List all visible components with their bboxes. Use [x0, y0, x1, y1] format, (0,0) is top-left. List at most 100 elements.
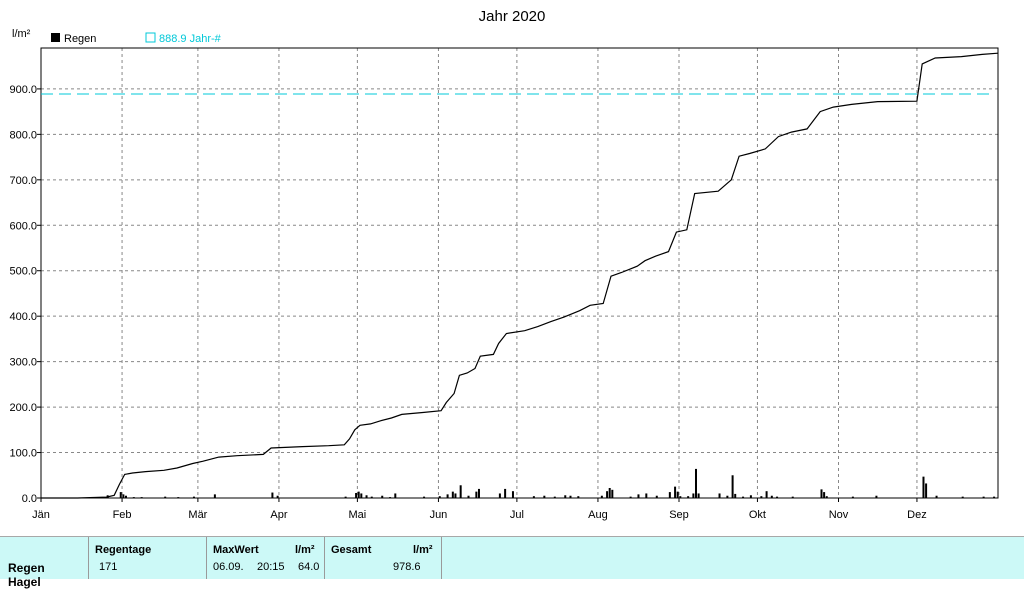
x-tick-label: Dez — [907, 509, 927, 521]
daily-rain-bar — [825, 496, 828, 498]
daily-rain-bar — [389, 497, 392, 498]
daily-rain-bar — [676, 491, 679, 498]
daily-rain-bar — [438, 496, 441, 498]
maxwert-time: 20:15 — [257, 561, 285, 573]
x-tick-label: Jul — [510, 509, 524, 521]
daily-rain-bar — [629, 496, 632, 498]
daily-rain-bar — [718, 493, 721, 498]
daily-rain-bar — [679, 496, 682, 498]
daily-rain-bar — [423, 496, 426, 498]
daily-rain-bar — [357, 491, 360, 498]
daily-rain-bar — [498, 493, 501, 498]
x-tick-label: Okt — [749, 509, 766, 521]
x-tick-label: Jän — [32, 509, 50, 521]
plot-area: 0.0 100.0 200.0 300.0 400.0 500.0 600.0 700.0 80… — [9, 47, 999, 521]
daily-rain-bar — [982, 496, 985, 498]
legend-rain-label: Regen — [64, 33, 96, 45]
x-tick-label: Aug — [588, 509, 608, 521]
daily-rain-bar — [532, 496, 535, 498]
x-tick-label: Mai — [349, 509, 367, 521]
maxwert-unit: l/m² — [295, 544, 315, 556]
y-tick-label: 700.0 — [9, 175, 37, 187]
daily-rain-bar — [454, 493, 457, 498]
daily-rain-bar — [770, 495, 773, 498]
daily-rain-bar — [119, 492, 122, 498]
daily-rain-bar — [776, 496, 779, 498]
maxwert-cell: MaxWert l/m² 06.09. 20:15 64.0 — [206, 537, 324, 579]
daily-rain-bar — [692, 493, 695, 498]
regentage-value: 171 — [99, 561, 118, 573]
daily-rain-bar — [687, 496, 690, 498]
daily-rain-bar — [394, 493, 397, 498]
x-tick-label: Feb — [113, 509, 132, 521]
daily-rain-bar — [925, 483, 928, 498]
y-tick-label: 400.0 — [9, 311, 37, 323]
gesamt-value: 978.6 — [393, 561, 421, 573]
legend-reference-swatch — [145, 32, 156, 43]
legend-reference-label: 888.9 Jahr-# — [159, 33, 222, 45]
daily-rain-bar — [922, 476, 925, 498]
daily-rain-bar — [569, 495, 572, 498]
daily-rain-bar — [674, 486, 677, 498]
daily-rain-bar — [381, 495, 384, 498]
maxwert-value: 64.0 — [298, 561, 320, 573]
daily-rain-bar — [140, 497, 143, 498]
daily-rain-bar — [655, 495, 658, 498]
cumulative-rain-line — [41, 52, 999, 499]
y-tick-label: 100.0 — [9, 448, 37, 460]
daily-rain-bar — [600, 495, 603, 498]
y-tick-label: 300.0 — [9, 357, 37, 369]
daily-rain-bar — [344, 496, 347, 498]
y-tick-label: 800.0 — [9, 129, 37, 141]
daily-rain-bar — [742, 496, 745, 498]
plot-frame — [40, 47, 999, 499]
regentage-header: Regentage — [95, 544, 152, 556]
y-tick-label: 600.0 — [9, 220, 37, 232]
daily-rain-bar — [276, 495, 279, 498]
daily-rain-bar — [360, 493, 363, 498]
gesamt-unit: l/m² — [413, 544, 433, 556]
daily-rain-bar — [765, 491, 768, 498]
daily-rain-bar — [370, 496, 373, 498]
legend-rain-swatch — [51, 33, 60, 42]
gesamt-header: Gesamt — [331, 544, 372, 556]
daily-rain-bar — [637, 494, 640, 498]
daily-rain-bar — [577, 496, 580, 498]
daily-rain-bar — [823, 492, 826, 498]
gesamt-cell: Gesamt l/m² 978.6 — [324, 537, 442, 579]
daily-rain-bar — [791, 496, 794, 498]
daily-rain-bar — [734, 493, 737, 498]
daily-rain-bar — [749, 495, 752, 498]
y-tick-label: 500.0 — [9, 266, 37, 278]
rain-chart: Jahr 2020 l/m² Regen 888.9 Jahr-# 0.0 100… — [9, 8, 999, 521]
maxwert-header: MaxWert — [213, 544, 259, 556]
daily-rain-bar — [446, 494, 449, 498]
daily-rain-bar — [606, 491, 609, 498]
daily-rain-bar — [726, 495, 729, 498]
daily-rain-bar — [694, 468, 697, 498]
daily-rain-bar — [271, 492, 274, 498]
x-tick-label: Jun — [430, 509, 448, 521]
stats-row-label: Regen — [8, 561, 45, 575]
daily-rain-bar — [611, 489, 614, 498]
daily-rain-bar — [504, 488, 507, 498]
daily-rain-bar — [851, 496, 854, 498]
daily-rain-bar — [993, 496, 996, 498]
x-tick-label: Mär — [188, 509, 207, 521]
daily-rain-bar — [697, 493, 700, 498]
daily-rain-bar — [875, 495, 878, 498]
daily-rain-bar — [820, 489, 823, 498]
daily-rain-bar — [553, 496, 556, 498]
daily-rain-bar — [192, 496, 195, 498]
y-tick-label: 0.0 — [22, 493, 37, 505]
stats-row-label-2: Hagel — [8, 575, 41, 589]
daily-rain-bar — [365, 495, 368, 498]
daily-rain-bar — [564, 495, 567, 498]
daily-rain-bar — [475, 491, 478, 498]
daily-rain-bar — [122, 494, 125, 498]
chart-title: Jahr 2020 — [479, 8, 546, 25]
y-tick-label: 900.0 — [9, 84, 37, 96]
daily-rain-bar — [935, 495, 938, 498]
x-tick-label: Nov — [829, 509, 849, 521]
x-tick-label: Sep — [669, 509, 689, 521]
